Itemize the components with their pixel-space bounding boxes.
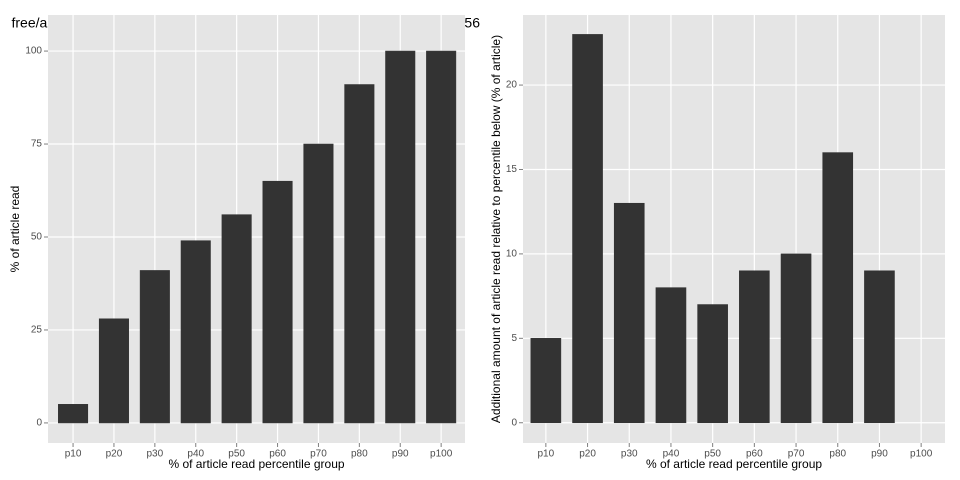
x-axis-title: % of article read percentile group xyxy=(168,457,344,471)
y-tick-label: 15 xyxy=(506,164,518,175)
x-tick-label: p10 xyxy=(65,449,82,460)
x-tick-label: p20 xyxy=(106,449,123,460)
y-axis-title: % of article read xyxy=(8,186,22,273)
x-tick-label: p40 xyxy=(187,449,204,460)
bar xyxy=(262,180,293,424)
bar xyxy=(426,50,457,424)
x-tick-label: p10 xyxy=(538,449,555,460)
x-tick-label: p80 xyxy=(829,449,846,460)
bar xyxy=(221,214,252,424)
y-tick-label: 50 xyxy=(31,232,43,243)
y-tick-label: 10 xyxy=(506,249,518,260)
x-tick-label: p60 xyxy=(746,449,763,460)
x-tick-label: p60 xyxy=(269,449,286,460)
bar xyxy=(739,270,770,424)
bar xyxy=(344,84,375,424)
x-tick-label: p30 xyxy=(147,449,164,460)
bar xyxy=(58,404,89,424)
x-tick-label: p100 xyxy=(430,449,453,460)
x-tick-label: p20 xyxy=(579,449,596,460)
x-tick-label: p40 xyxy=(663,449,680,460)
y-tick-label: 5 xyxy=(511,333,517,344)
bar xyxy=(655,287,687,424)
bar xyxy=(613,202,645,424)
bar xyxy=(780,253,812,424)
y-tick-label: 0 xyxy=(36,418,42,429)
x-tick-label: p70 xyxy=(310,449,327,460)
bar xyxy=(303,143,334,424)
bar xyxy=(697,304,728,424)
bar xyxy=(864,270,895,424)
x-axis-title: % of article read percentile group xyxy=(646,457,822,471)
bar xyxy=(139,270,170,424)
x-tick-label: p30 xyxy=(621,449,638,460)
x-tick-label: p90 xyxy=(392,449,409,460)
y-tick-label: 75 xyxy=(31,139,43,150)
y-tick-label: 100 xyxy=(25,46,42,57)
bar xyxy=(822,152,854,424)
bar xyxy=(98,318,129,424)
y-tick-label: 0 xyxy=(511,417,517,428)
bar xyxy=(530,338,562,424)
x-tick-label: p50 xyxy=(228,449,245,460)
y-tick-label: 20 xyxy=(506,80,518,91)
y-axis-title: Additional amount of article read relati… xyxy=(489,35,503,423)
bar xyxy=(572,34,603,424)
x-tick-label: p80 xyxy=(351,449,368,460)
x-tick-label: p70 xyxy=(788,449,805,460)
bar xyxy=(180,240,211,424)
y-tick-label: 25 xyxy=(31,325,43,336)
x-tick-label: p100 xyxy=(910,449,933,460)
x-tick-label: p90 xyxy=(871,449,888,460)
bar xyxy=(385,50,416,424)
x-tick-label: p50 xyxy=(704,449,721,460)
